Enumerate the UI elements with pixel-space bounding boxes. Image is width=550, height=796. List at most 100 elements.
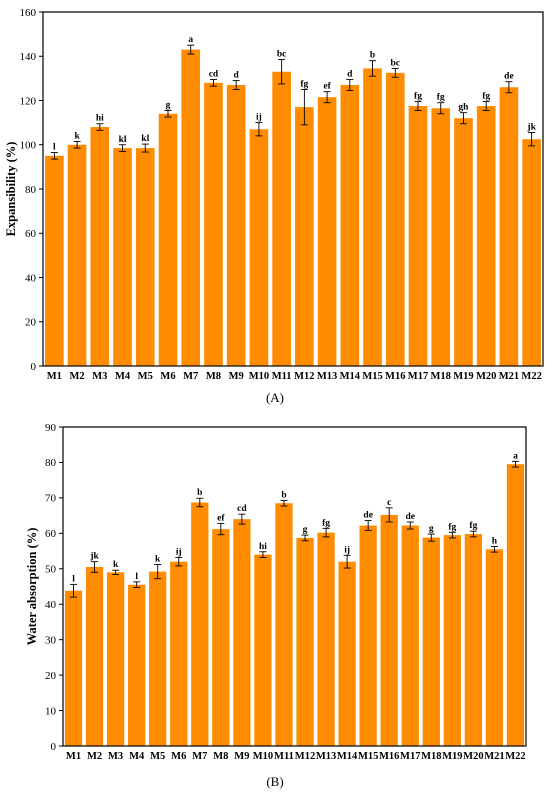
bar [476, 106, 496, 366]
bar [464, 534, 483, 746]
y-tick-label: 120 [20, 95, 37, 107]
significance-label: k [74, 131, 80, 141]
expansibility-chart: l M1 k M2 hi M3 kl M4 kl M5 g M6 a M7 cd M8 d M9 ij M10 bc M1… [4, 7, 544, 380]
category-label: M18 [431, 371, 451, 380]
category-label: M14 [340, 371, 361, 380]
significance-label: fg [469, 521, 477, 531]
category-label: M20 [476, 371, 496, 380]
bar [67, 144, 87, 366]
significance-label: l [135, 572, 138, 582]
bar [317, 97, 337, 367]
bar [363, 68, 382, 366]
y-tick-label: 100 [20, 140, 37, 152]
bar [340, 85, 360, 366]
significance-label: jk [526, 123, 536, 133]
category-label: M7 [183, 371, 198, 380]
category-label: M22 [505, 751, 525, 762]
significance-label: kl [141, 134, 149, 144]
significance-label: d [234, 71, 240, 81]
bar [431, 108, 451, 367]
category-label: M21 [499, 371, 519, 380]
plot-frame [62, 426, 527, 747]
water-absorption-chart: l M1 jk M2 k M3 l M4 k M5 ij M6 b M7 ef M8 cd M9 hi M10 b M11… [25, 422, 527, 762]
bar [106, 572, 125, 746]
significance-label: de [363, 511, 373, 521]
bar [191, 502, 209, 746]
significance-label: ij [344, 545, 350, 555]
category-label: M11 [272, 371, 292, 380]
bar [296, 537, 314, 746]
category-label: M5 [138, 371, 153, 380]
plot-frame [42, 11, 544, 367]
significance-label: bc [277, 50, 287, 60]
y-tick-label: 30 [45, 634, 57, 646]
bar [113, 148, 132, 366]
y-tick-label: 140 [20, 51, 37, 63]
bar [485, 549, 504, 746]
category-label: M18 [421, 751, 441, 762]
bar [204, 82, 223, 367]
category-label: M8 [206, 371, 221, 380]
category-label: M17 [408, 371, 428, 380]
category-label: M17 [400, 751, 420, 762]
category-label: M13 [316, 751, 336, 762]
category-label: M1 [47, 371, 62, 380]
y-tick-label: 60 [45, 528, 57, 540]
bar [254, 554, 272, 746]
bar [359, 525, 377, 746]
y-tick-label: 40 [45, 599, 57, 611]
bar [317, 532, 335, 746]
y-tick-label: 0 [31, 361, 37, 373]
significance-label: b [281, 490, 286, 500]
category-label: M4 [115, 371, 131, 380]
bar [522, 139, 541, 366]
bar [401, 525, 419, 746]
significance-label: ef [217, 513, 225, 523]
category-label: M9 [229, 371, 244, 380]
y-tick-label: 60 [25, 228, 37, 240]
bar [226, 85, 246, 366]
significance-label: g [166, 100, 171, 110]
y-axis-label: Water absorption (%) [25, 528, 39, 646]
significance-label: g [303, 525, 308, 535]
category-label: M16 [385, 371, 405, 380]
significance-label: de [406, 512, 416, 522]
bar [385, 72, 405, 366]
bar [170, 561, 188, 746]
category-label: M10 [249, 371, 269, 380]
significance-label: de [504, 72, 514, 82]
significance-label: a [513, 451, 518, 461]
bar [506, 464, 525, 746]
category-label: M12 [294, 371, 314, 380]
category-label: M6 [171, 751, 186, 762]
significance-label: a [188, 35, 193, 45]
y-tick-label: 70 [45, 493, 57, 505]
bar [422, 537, 440, 746]
category-label: M2 [70, 371, 85, 380]
significance-label: fg [300, 79, 308, 89]
bar [45, 155, 64, 366]
bar [272, 71, 291, 367]
significance-label: hi [96, 114, 104, 124]
category-label: M16 [379, 751, 399, 762]
category-label: M8 [213, 751, 228, 762]
y-tick-label: 160 [20, 7, 37, 19]
bar [90, 127, 110, 366]
category-label: M10 [253, 751, 273, 762]
significance-label: b [370, 51, 375, 61]
y-tick-label: 80 [45, 457, 57, 469]
bar [181, 49, 201, 367]
y-tick-label: 10 [45, 705, 57, 717]
significance-label: fg [322, 518, 330, 528]
category-label: M5 [150, 751, 165, 762]
bar [249, 129, 269, 366]
category-label: M14 [337, 751, 358, 762]
significance-label: k [113, 560, 119, 570]
panel-label-b: (B) [266, 774, 284, 789]
y-tick-label: 20 [25, 317, 37, 329]
bar [454, 118, 473, 366]
y-tick-label: 20 [45, 670, 57, 682]
category-label: M7 [192, 751, 207, 762]
significance-label: ef [323, 82, 331, 92]
significance-label: b [197, 488, 202, 498]
